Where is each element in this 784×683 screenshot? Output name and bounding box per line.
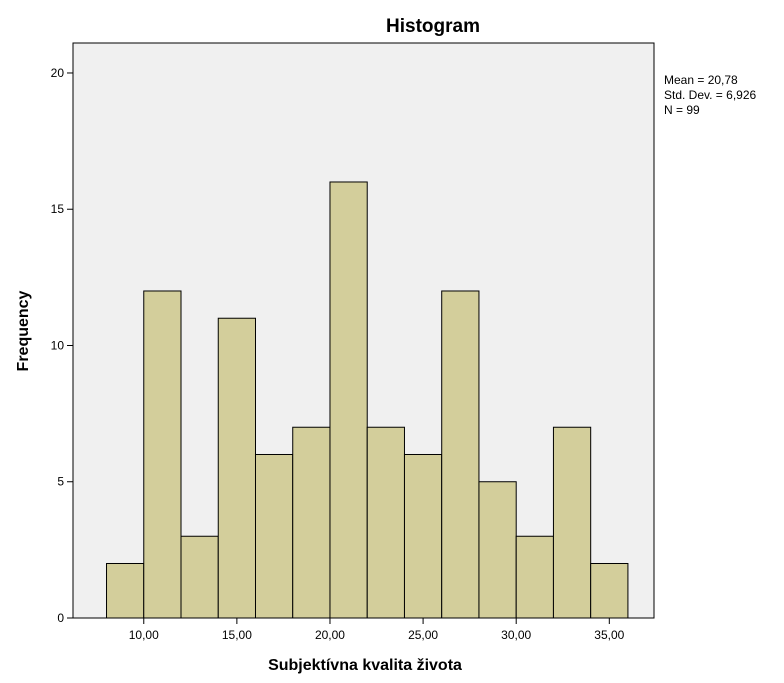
x-tick-label: 10,00 [129,628,159,642]
histogram-bar [254,453,294,619]
histogram-bar [180,535,219,619]
x-tick-label: 30,00 [501,628,531,642]
x-tick-label: 35,00 [594,628,624,642]
x-tick-label: 20,00 [315,628,345,642]
histogram-bar [217,317,256,619]
histogram-bar [366,426,405,619]
bars [106,181,629,619]
histogram-bar [329,181,368,619]
histogram-bar [292,426,331,619]
y-tick-label: 0 [57,611,64,625]
y-axis-label: Frequency [15,290,32,371]
stat-n: N = 99 [664,103,700,117]
stats-legend: Mean = 20,78 Std. Dev. = 6,926 N = 99 [664,73,756,117]
stat-mean: Mean = 20,78 [664,73,738,87]
histogram-bar [552,426,592,619]
x-tick-label: 15,00 [222,628,252,642]
histogram-bar [106,562,145,619]
histogram-bar [403,453,443,619]
x-axis-label: Subjektívna kvalita života [268,657,462,674]
stat-std-dev: Std. Dev. = 6,926 [664,88,756,102]
chart-title: Histogram [386,16,480,37]
x-tick-label: 25,00 [408,628,438,642]
histogram-bar [478,481,517,619]
y-tick-label: 5 [57,475,64,489]
y-tick-label: 15 [51,202,65,216]
histogram-bar [143,290,182,619]
x-axis: 10,00 15,00 20,00 25,00 30,00 35,00 [129,618,625,642]
y-tick-label: 10 [51,338,65,352]
y-tick-label: 20 [51,66,65,80]
histogram-bar [515,535,554,619]
histogram-bar [441,290,480,619]
y-axis: 0 5 10 15 20 [51,66,73,625]
histogram-bar [590,562,629,619]
